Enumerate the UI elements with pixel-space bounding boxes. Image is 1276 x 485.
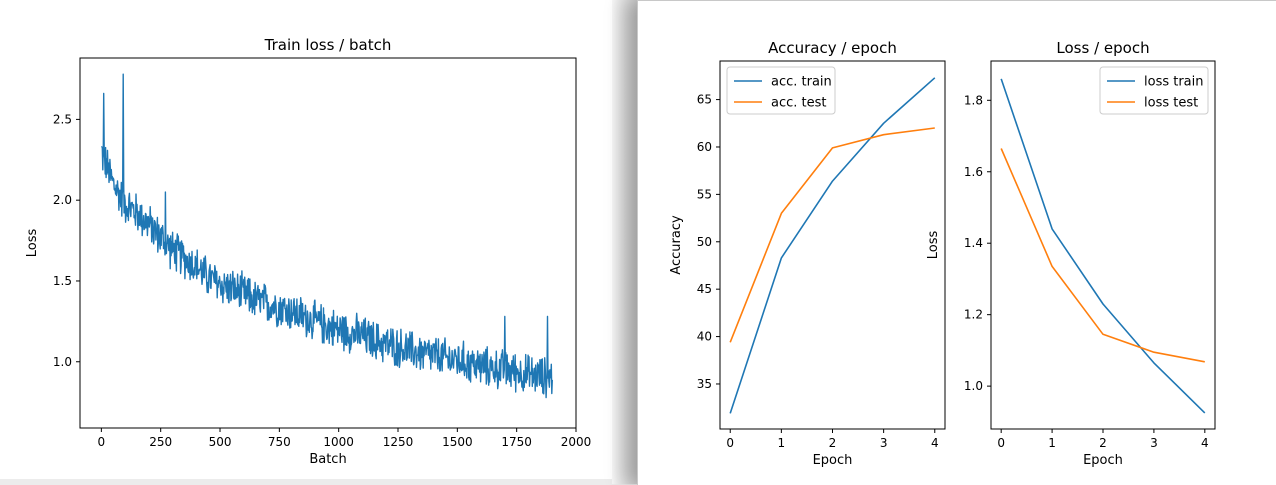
- x-tick-label: 4: [1201, 436, 1209, 450]
- x-axis-label: Epoch: [813, 453, 853, 468]
- y-tick-label: 55: [697, 187, 712, 201]
- legend-label: acc. test: [771, 96, 827, 111]
- x-tick-label: 250: [149, 435, 172, 449]
- x-tick-label: 2: [829, 436, 837, 450]
- chart-title: Accuracy / epoch: [768, 39, 897, 57]
- series-line: [100, 73, 553, 399]
- x-tick-label: 0: [98, 435, 106, 449]
- right-figure-window: Accuracy / epoch 0 1 2 3 4 35 40 45 50 55 60 65 Epoch…: [637, 0, 1276, 485]
- x-axis-label: Batch: [309, 452, 346, 467]
- y-axis-label: Loss: [25, 229, 40, 258]
- chart-title: Train loss / batch: [264, 36, 392, 54]
- window-gap: [612, 0, 637, 484]
- y-tick-label: 1.0: [53, 355, 72, 369]
- x-tick-label: 750: [268, 435, 291, 449]
- y-axis-label: Loss: [926, 231, 941, 260]
- y-tick-label: 1.6: [964, 165, 983, 179]
- series-line: [729, 77, 936, 414]
- legend-label: loss test: [1144, 96, 1198, 111]
- x-tick-label: 500: [209, 435, 232, 449]
- x-tick-label: 3: [1150, 436, 1158, 450]
- series-line: [1000, 148, 1205, 363]
- x-axis-label: Epoch: [1083, 453, 1123, 468]
- series-line: [729, 127, 935, 343]
- x-tick-label: 1: [778, 436, 786, 450]
- legend-label: loss train: [1144, 75, 1204, 90]
- y-axis-label: Accuracy: [669, 215, 684, 275]
- y-tick-label: 2.0: [53, 193, 72, 207]
- series-line: [1000, 78, 1206, 414]
- y-tick-label: 1.0: [964, 379, 983, 393]
- axes-frame: [79, 57, 577, 429]
- y-tick-label: 1.2: [964, 308, 983, 322]
- x-tick-label: 1250: [383, 435, 414, 449]
- axes-frame: [719, 60, 946, 430]
- x-tick-label: 4: [931, 436, 939, 450]
- x-tick-label: 0: [997, 436, 1005, 450]
- y-tick-label: 1.4: [964, 236, 983, 250]
- x-tick-label: 1500: [442, 435, 473, 449]
- train-loss-batch-chart: Train loss / batch 0 250 500 750 1000 1250 1500…: [25, 36, 592, 467]
- x-tick-label: 2: [1099, 436, 1107, 450]
- y-tick-label: 35: [697, 377, 712, 391]
- y-tick-label: 50: [697, 235, 712, 249]
- y-tick-label: 2.5: [53, 112, 72, 126]
- axes-frame: [990, 60, 1216, 430]
- x-tick-label: 1000: [323, 435, 354, 449]
- y-tick-label: 45: [697, 282, 712, 296]
- left-figure-window: Train loss / batch 0 250 500 750 1000 1250 1500…: [0, 0, 612, 479]
- x-tick-label: 1750: [501, 435, 532, 449]
- x-tick-label: 1: [1048, 436, 1056, 450]
- x-tick-label: 3: [880, 436, 888, 450]
- y-tick-label: 1.5: [53, 274, 72, 288]
- y-tick-label: 1.8: [964, 93, 983, 107]
- y-tick-label: 60: [697, 140, 712, 154]
- x-tick-label: 2000: [561, 435, 592, 449]
- y-tick-label: 65: [697, 93, 712, 107]
- chart-title: Loss / epoch: [1056, 39, 1149, 57]
- y-tick-label: 40: [697, 330, 712, 344]
- legend-label: acc. train: [771, 75, 832, 90]
- x-tick-label: 0: [726, 436, 734, 450]
